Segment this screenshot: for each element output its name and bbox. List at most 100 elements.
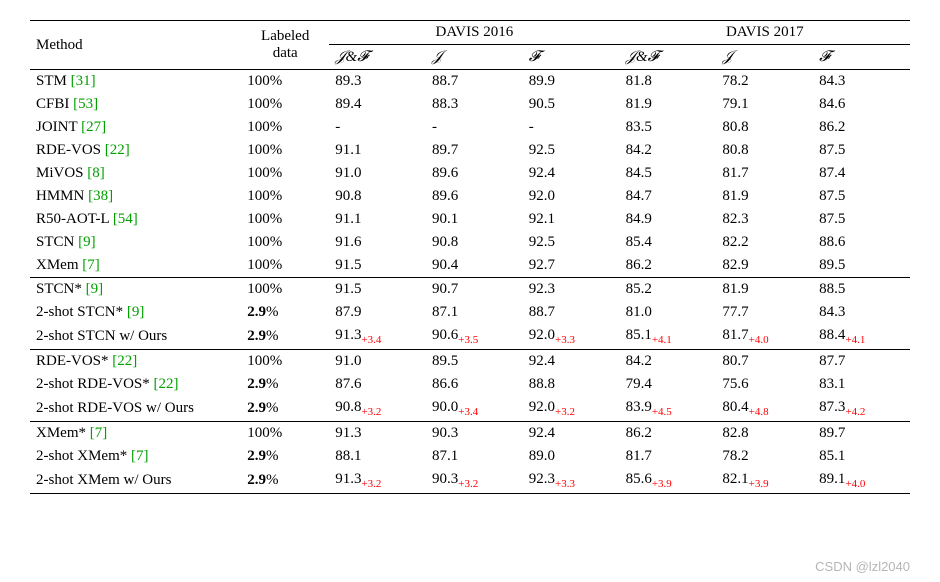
value-cell: 87.5 [813,185,910,208]
table-row: 2-shot STCN* [9]2.9%87.987.188.781.077.7… [30,301,910,324]
delta-value: +3.2 [361,478,381,490]
value-cell: 81.8 [620,70,717,94]
value-cell: 91.5 [329,278,426,302]
value-cell: 85.1+4.1 [620,324,717,350]
value-cell: 84.7 [620,185,717,208]
value-cell: 88.8 [523,373,620,396]
labeled-cell: 2.9% [241,396,329,422]
citation: [7] [90,425,108,441]
value-cell: 89.7 [426,139,523,162]
method-cell: HMMN [38] [30,185,241,208]
method-cell: STM [31] [30,70,241,94]
labeled-cell: 100% [241,70,329,94]
col-jf-17: 𝒥&𝓕 [620,45,717,70]
value-cell: 81.7 [620,445,717,468]
table-row: 2-shot XMem* [7]2.9%88.187.189.081.778.2… [30,445,910,468]
value-cell: 92.0 [523,185,620,208]
col-j-17: 𝒥 [716,45,813,70]
labeled-cell: 2.9% [241,445,329,468]
citation: [7] [131,448,149,464]
value-cell: 87.5 [813,139,910,162]
citation: [22] [154,376,179,392]
citation: [9] [86,281,104,297]
col-f-17: 𝓕 [813,45,910,70]
value-cell: 89.9 [523,70,620,94]
method-cell: 2-shot STCN w/ Ours [30,324,241,350]
value-cell: 87.5 [813,208,910,231]
table-row: RDE-VOS* [22]100%91.089.592.484.280.787.… [30,350,910,374]
value-cell: 87.1 [426,301,523,324]
citation: [31] [71,73,96,89]
value-cell: 84.2 [620,139,717,162]
value-cell: 81.9 [716,185,813,208]
citation: [8] [87,165,105,181]
value-cell: 82.8 [716,422,813,446]
value-cell: 80.4+4.8 [716,396,813,422]
value-cell: 89.4 [329,93,426,116]
value-cell: 78.2 [716,445,813,468]
value-cell: 82.2 [716,231,813,254]
value-cell: 89.5 [813,254,910,278]
value-cell: 79.4 [620,373,717,396]
table-row: XMem [7]100%91.590.492.786.282.989.5 [30,254,910,278]
citation: [22] [105,142,130,158]
value-cell: 91.5 [329,254,426,278]
labeled-cell: 100% [241,231,329,254]
table-row: STCN* [9]100%91.590.792.385.281.988.5 [30,278,910,302]
table-row: HMMN [38]100%90.889.692.084.781.987.5 [30,185,910,208]
citation: [38] [88,188,113,204]
delta-value: +4.1 [845,334,865,346]
value-cell: 88.6 [813,231,910,254]
labeled-cell: 2.9% [241,468,329,494]
value-cell: 77.7 [716,301,813,324]
value-cell: 84.2 [620,350,717,374]
value-cell: 85.1 [813,445,910,468]
value-cell: 87.9 [329,301,426,324]
labeled-cell: 100% [241,162,329,185]
value-cell: 86.2 [620,422,717,446]
value-cell: 90.1 [426,208,523,231]
value-cell: 85.6+3.9 [620,468,717,494]
col-davis2017: DAVIS 2017 [620,21,910,45]
value-cell: 88.1 [329,445,426,468]
value-cell: 92.3 [523,278,620,302]
method-cell: 2-shot XMem* [7] [30,445,241,468]
value-cell: 78.2 [716,70,813,94]
value-cell: 91.0 [329,350,426,374]
citation: [27] [81,119,106,135]
value-cell: 92.3+3.3 [523,468,620,494]
value-cell: 91.1 [329,139,426,162]
value-cell: 88.7 [523,301,620,324]
labeled-cell: 100% [241,278,329,302]
value-cell: 92.5 [523,139,620,162]
method-cell: MiVOS [8] [30,162,241,185]
value-cell: 89.6 [426,185,523,208]
method-cell: 2-shot XMem w/ Ours [30,468,241,494]
delta-value: +4.5 [652,406,672,418]
citation: [9] [127,304,145,320]
table-row: 2-shot RDE-VOS w/ Ours2.9%90.8+3.290.0+3… [30,396,910,422]
value-cell: 83.1 [813,373,910,396]
labeled-cell: 100% [241,185,329,208]
value-cell: 81.9 [620,93,717,116]
value-cell: 87.3+4.2 [813,396,910,422]
value-cell: 84.6 [813,93,910,116]
value-cell: 91.3+3.4 [329,324,426,350]
col-davis2016: DAVIS 2016 [329,21,619,45]
value-cell: 87.1 [426,445,523,468]
delta-value: +3.9 [652,478,672,490]
value-cell: - [426,116,523,139]
citation: [53] [73,96,98,112]
labeled-data-label: Labeleddata [261,28,309,61]
value-cell: 90.4 [426,254,523,278]
method-cell: RDE-VOS [22] [30,139,241,162]
table-row: 2-shot STCN w/ Ours2.9%91.3+3.490.6+3.59… [30,324,910,350]
value-cell: 92.1 [523,208,620,231]
method-cell: XMem [7] [30,254,241,278]
method-cell: STCN* [9] [30,278,241,302]
value-cell: 92.7 [523,254,620,278]
value-cell: 90.8+3.2 [329,396,426,422]
value-cell: 90.7 [426,278,523,302]
delta-value: +4.0 [749,334,769,346]
delta-value: +3.2 [555,406,575,418]
